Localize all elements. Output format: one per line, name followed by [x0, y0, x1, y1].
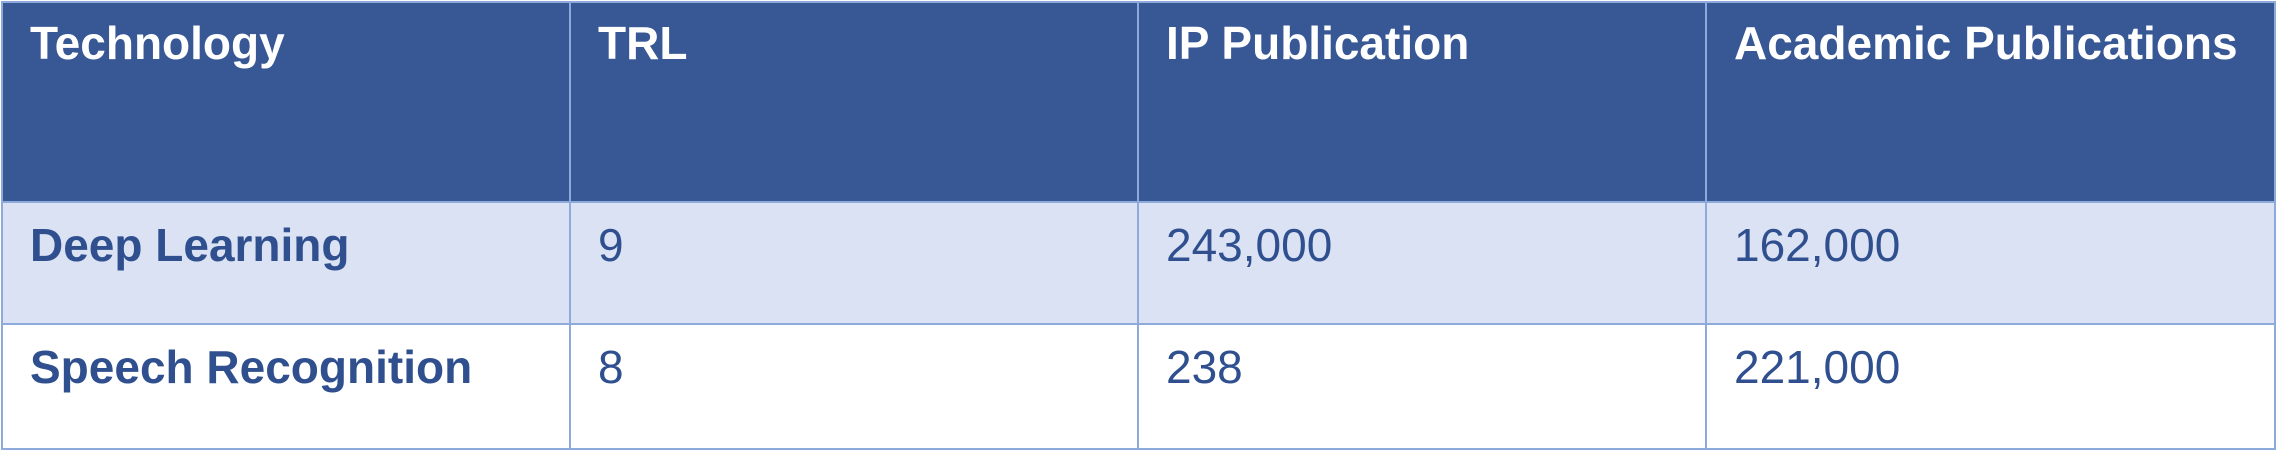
header-ip-publication: IP Publication	[1137, 1, 1707, 203]
table-row: Deep Learning 9 243,000 162,000	[1, 201, 2276, 325]
table-header-row: Technology TRL IP Publication Academic P…	[1, 1, 2276, 203]
header-academic-publications: Academic Publications	[1705, 1, 2276, 203]
cell-technology: Speech Recognition	[1, 323, 571, 450]
cell-ip-publication: 243,000	[1137, 201, 1707, 325]
cell-trl: 9	[569, 201, 1139, 325]
cell-academic-publications: 162,000	[1705, 201, 2276, 325]
cell-trl: 8	[569, 323, 1139, 450]
header-technology: Technology	[1, 1, 571, 203]
cell-academic-publications: 221,000	[1705, 323, 2276, 450]
cell-technology: Deep Learning	[1, 201, 571, 325]
header-trl: TRL	[569, 1, 1139, 203]
table-row: Speech Recognition 8 238 221,000	[1, 323, 2276, 450]
cell-ip-publication: 238	[1137, 323, 1707, 450]
